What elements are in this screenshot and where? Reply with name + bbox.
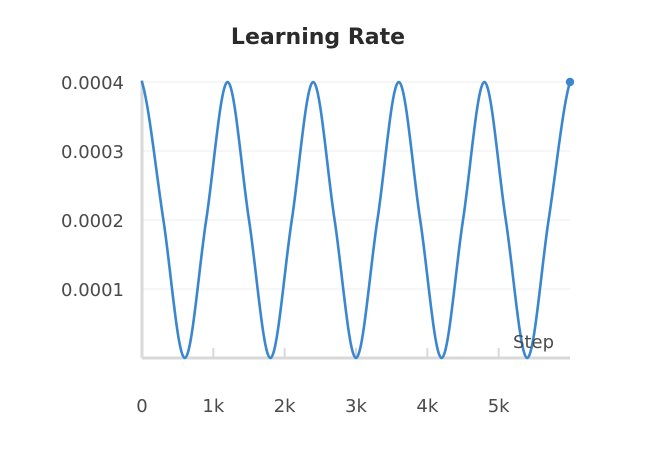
y-tick-label: 0.0002	[61, 211, 124, 232]
x-tick-label: 4k	[416, 396, 438, 417]
chart-title: Learning Rate	[231, 25, 405, 50]
grid-lines	[142, 81, 570, 290]
x-tick-label: 2k	[274, 396, 296, 417]
y-tick-label: 0.0003	[61, 142, 124, 163]
y-tick-label: 0.0001	[61, 280, 124, 301]
tick-labels: 0.0001 0.0002 0.0003 0.0004 0 1k 2k 3k 4k 5k	[61, 73, 510, 417]
x-tick-label: 3k	[345, 396, 367, 417]
y-tick-label: 0.0004	[61, 73, 124, 94]
x-tick-label: 5k	[488, 396, 510, 417]
x-axis-label: Step	[513, 332, 554, 353]
x-tick-label: 1k	[202, 396, 224, 417]
series-line	[140, 80, 572, 360]
x-tick-label: 0	[136, 396, 147, 417]
last-point-marker[interactable]	[565, 77, 575, 87]
series-layer	[140, 77, 575, 360]
